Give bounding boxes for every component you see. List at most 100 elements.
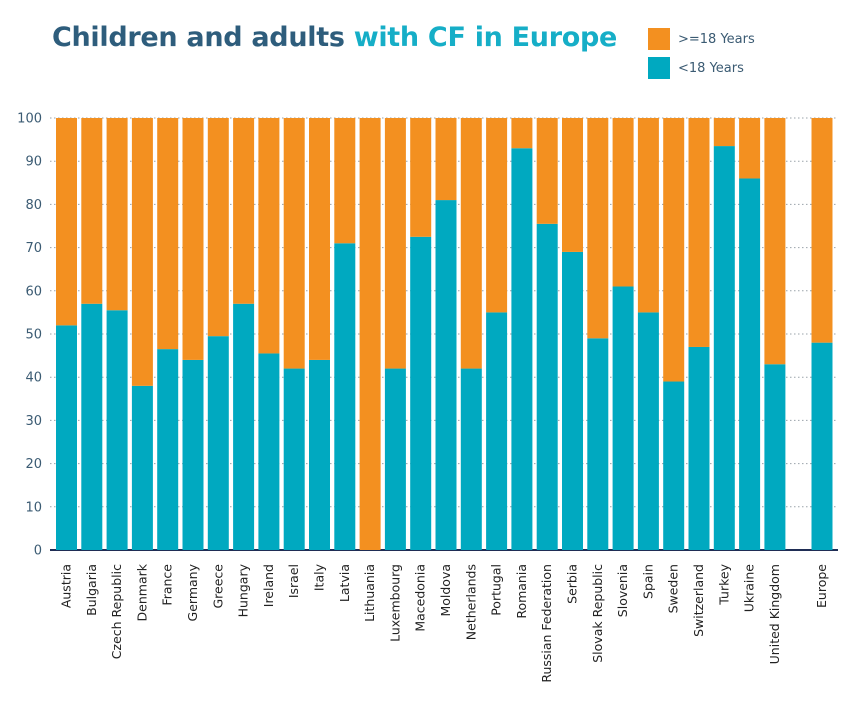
- bar-adults-slovenia: [612, 118, 634, 287]
- bar-children-slovenia: [612, 286, 634, 550]
- bar-adults-denmark: [131, 118, 153, 386]
- legend-label-adults: >=18 Years: [678, 31, 755, 47]
- bar-children-united-kingdom: [764, 364, 786, 550]
- bar-adults-slovak-republic: [587, 118, 609, 339]
- bar-children-netherlands: [460, 368, 482, 550]
- x-tick-label-denmark: Denmark: [134, 563, 149, 621]
- x-tick-label-austria: Austria: [59, 564, 74, 608]
- y-tick-label-60: 60: [25, 284, 42, 299]
- bar-children-turkey: [713, 146, 735, 550]
- chart-title-part2: with CF in Europe: [353, 22, 618, 53]
- x-tick-label-italy: Italy: [312, 563, 327, 591]
- bar-adults-italy: [309, 118, 330, 360]
- bar-adults-luxembourg: [384, 118, 406, 369]
- bar-adults-europe: [811, 118, 833, 343]
- bar-children-ukraine: [739, 178, 761, 551]
- bar-adults-greece: [207, 118, 229, 337]
- x-tick-label-russian-federation: Russian Federation: [539, 564, 554, 683]
- x-tick-label-israel: Israel: [286, 564, 301, 598]
- bar-adults-bulgaria: [81, 118, 103, 304]
- bar-children-romania: [511, 148, 533, 551]
- legend-swatch-adults: [648, 28, 670, 50]
- bar-children-sweden: [663, 381, 685, 550]
- bar-children-ireland: [258, 353, 280, 550]
- bar-children-austria: [56, 325, 77, 550]
- bar-adults-czech-republic: [106, 118, 128, 311]
- x-tick-label-luxembourg: Luxembourg: [387, 564, 402, 642]
- bar-adults-turkey: [713, 118, 735, 147]
- chart-title-part1: Children and adults: [52, 22, 345, 53]
- y-tick-label-90: 90: [25, 155, 42, 170]
- y-tick-label-50: 50: [25, 328, 42, 343]
- x-tick-label-switzerland: Switzerland: [691, 564, 706, 637]
- bar-adults-hungary: [233, 118, 255, 304]
- x-tick-label-lithuania: Lithuania: [362, 564, 377, 622]
- x-tick-label-spain: Spain: [640, 564, 655, 599]
- legend-label-children: <18 Years: [678, 60, 744, 76]
- x-tick-label-greece: Greece: [210, 564, 225, 609]
- x-tick-label-france: France: [160, 564, 175, 606]
- bar-adults-latvia: [334, 118, 356, 244]
- legend-swatch-children: [648, 57, 670, 79]
- y-tick-label-40: 40: [25, 371, 42, 386]
- bar-children-spain: [637, 312, 659, 550]
- bar-adults-germany: [182, 118, 204, 360]
- bar-adults-austria: [56, 118, 77, 326]
- x-tick-label-united-kingdom: United Kingdom: [767, 564, 782, 664]
- x-tick-label-netherlands: Netherlands: [463, 564, 478, 640]
- x-tick-label-macedonia: Macedonia: [413, 564, 428, 632]
- bar-children-switzerland: [688, 346, 710, 550]
- bar-children-hungary: [233, 303, 255, 550]
- y-tick-label-30: 30: [25, 414, 42, 429]
- bar-adults-switzerland: [688, 118, 710, 347]
- bar-children-slovak-republic: [587, 338, 609, 550]
- x-tick-label-ireland: Ireland: [261, 564, 276, 607]
- bar-adults-moldova: [435, 118, 457, 201]
- bar-adults-romania: [511, 118, 533, 149]
- x-tick-label-hungary: Hungary: [236, 563, 251, 617]
- y-tick-label-100: 100: [17, 112, 42, 127]
- bar-children-luxembourg: [384, 368, 406, 550]
- bar-children-italy: [309, 359, 330, 550]
- x-tick-label-slovak-republic: Slovak Republic: [590, 564, 605, 663]
- bar-children-latvia: [334, 243, 356, 550]
- bar-children-france: [157, 349, 179, 550]
- bar-adults-spain: [637, 118, 659, 313]
- y-tick-label-70: 70: [25, 241, 42, 256]
- x-tick-label-slovenia: Slovenia: [615, 564, 630, 617]
- bar-children-portugal: [486, 312, 508, 550]
- bar-adults-macedonia: [410, 118, 432, 237]
- bar-adults-israel: [283, 118, 305, 369]
- bar-children-germany: [182, 359, 204, 550]
- x-tick-label-europe: Europe: [814, 564, 829, 608]
- x-tick-label-romania: Romania: [514, 564, 529, 619]
- legend-item-adults: >=18 Years: [648, 28, 755, 50]
- x-tick-label-sweden: Sweden: [666, 564, 681, 613]
- x-tick-label-latvia: Latvia: [337, 564, 352, 602]
- chart-title: Children and adults with CF in Europe: [52, 22, 617, 53]
- bar-adults-serbia: [562, 118, 583, 252]
- chart-legend: >=18 Years <18 Years: [648, 28, 755, 86]
- bar-adults-netherlands: [460, 118, 482, 369]
- x-tick-label-turkey: Turkey: [716, 563, 731, 605]
- y-tick-label-20: 20: [25, 457, 42, 472]
- bar-adults-russian-federation: [536, 118, 558, 224]
- bar-children-greece: [207, 336, 229, 550]
- x-tick-label-germany: Germany: [185, 563, 200, 621]
- bar-children-denmark: [131, 385, 153, 550]
- bar-adults-united-kingdom: [764, 118, 786, 365]
- bar-children-israel: [283, 368, 305, 550]
- x-tick-label-ukraine: Ukraine: [742, 564, 757, 613]
- bar-adults-sweden: [663, 118, 685, 382]
- bar-children-moldova: [435, 200, 457, 550]
- y-tick-label-0: 0: [34, 544, 42, 559]
- bar-children-russian-federation: [536, 223, 558, 550]
- bar-adults-france: [157, 118, 179, 350]
- bar-children-europe: [811, 342, 833, 550]
- bar-children-czech-republic: [106, 310, 128, 550]
- bar-adults-portugal: [486, 118, 508, 313]
- bar-adults-ukraine: [739, 118, 761, 179]
- bar-adults-ireland: [258, 118, 280, 354]
- bar-children-macedonia: [410, 236, 432, 551]
